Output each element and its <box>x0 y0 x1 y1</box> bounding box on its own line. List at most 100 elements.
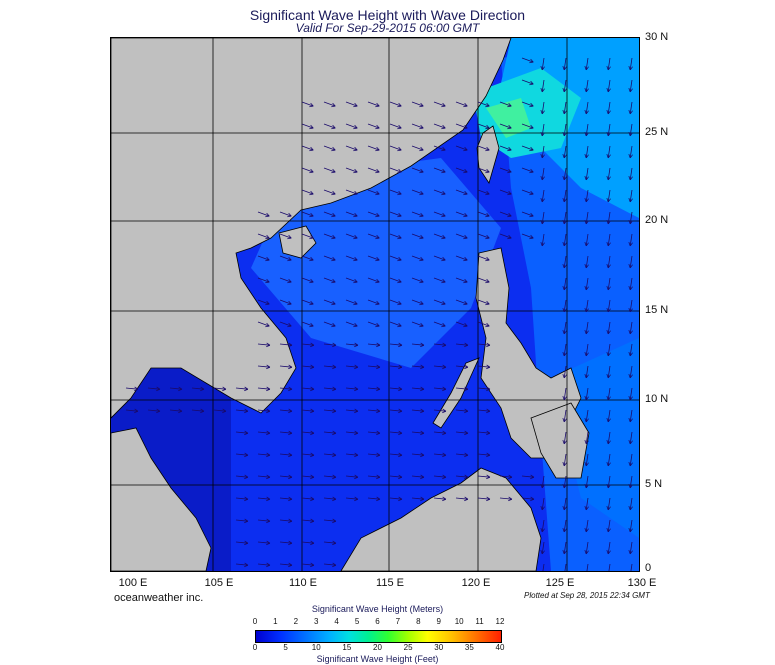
wave-arrow <box>389 101 402 107</box>
wave-arrow <box>411 299 424 305</box>
wave-arrow-head <box>266 322 270 327</box>
wave-arrow <box>607 519 611 532</box>
wave-arrow-head <box>562 175 565 181</box>
wave-arrow <box>235 519 248 522</box>
wave-arrow <box>585 145 589 158</box>
wave-arrow-head <box>310 452 315 456</box>
wave-arrow-head <box>287 325 292 328</box>
wave-arrow-head <box>420 300 424 305</box>
wave-arrow-head <box>485 259 490 262</box>
wave-arrow-head <box>540 131 543 137</box>
wave-arrow <box>563 387 567 400</box>
wave-arrow-head <box>507 171 512 174</box>
wave-arrow-head <box>266 452 271 456</box>
wave-arrow-head <box>266 540 271 544</box>
wave-arrow-head <box>354 408 359 412</box>
wave-arrow <box>477 321 490 327</box>
wave-arrow <box>257 365 270 368</box>
meter-tick-label: 8 <box>416 617 421 626</box>
wave-arrow-head <box>288 342 293 346</box>
wave-arrow <box>585 409 589 422</box>
wave-arrow-head <box>354 432 359 436</box>
wave-arrow <box>411 431 424 434</box>
wave-arrow-head <box>310 564 315 568</box>
wave-arrow <box>585 519 589 532</box>
wave-arrow-head <box>420 496 425 500</box>
wave-arrow-head <box>606 263 609 269</box>
wave-arrow-head <box>584 219 587 225</box>
wave-arrow-head <box>309 259 314 262</box>
wave-arrow-head <box>397 215 402 218</box>
wave-arrow-head <box>629 440 633 445</box>
wave-arrow <box>477 123 490 129</box>
wave-arrow <box>455 299 468 305</box>
wave-arrow-head <box>156 386 161 390</box>
wave-arrow-head <box>398 300 402 305</box>
wave-arrow-head <box>541 550 545 555</box>
wave-arrow-head <box>398 322 402 327</box>
wave-arrow-head <box>266 388 271 392</box>
wave-arrow-head <box>628 329 631 335</box>
wave-arrow <box>345 145 358 151</box>
wave-arrow <box>607 277 611 290</box>
wave-arrow-head <box>530 124 534 129</box>
wave-arrow <box>411 189 424 195</box>
wave-arrow <box>389 343 402 346</box>
wave-arrow <box>629 409 633 422</box>
wave-arrow-head <box>222 386 227 390</box>
wave-arrow-head <box>508 124 512 129</box>
wave-arrow-head <box>376 364 381 368</box>
wave-arrow-head <box>541 66 545 71</box>
wave-arrow-head <box>310 496 315 500</box>
wave-arrow-head <box>310 430 315 434</box>
wave-arrow-head <box>562 131 565 137</box>
wave-arrow-head <box>629 220 633 225</box>
wave-arrow-head <box>563 440 567 445</box>
wave-arrow-head <box>606 417 609 423</box>
wave-arrow-head <box>353 193 358 196</box>
wave-arrow-head <box>178 408 183 412</box>
wave-arrow-head <box>628 373 631 379</box>
wave-arrow-head <box>310 474 315 478</box>
wave-arrow <box>433 431 446 434</box>
wave-arrow-head <box>464 388 469 392</box>
wave-arrow-head <box>310 410 315 414</box>
high-wave-spot <box>486 98 531 138</box>
wave-arrow-head <box>629 66 633 71</box>
wave-arrow-head <box>562 241 565 247</box>
wave-arrow-head <box>507 193 512 196</box>
wave-arrow-head <box>530 168 534 173</box>
wave-arrow-head <box>376 322 380 327</box>
wave-arrow <box>411 167 424 173</box>
wave-arrow-head <box>376 234 380 239</box>
wave-arrow-head <box>507 237 512 240</box>
wave-arrow-head <box>530 80 534 85</box>
wave-arrow-head <box>442 474 447 478</box>
wave-arrow-head <box>486 256 490 261</box>
wave-arrow-head <box>310 342 315 346</box>
wave-arrow-head <box>420 278 424 283</box>
wave-arrow-head <box>606 483 609 489</box>
wave-arrow-head <box>420 474 425 478</box>
wave-arrow-head <box>442 102 446 107</box>
wave-arrow-head <box>331 325 336 328</box>
wave-arrow-head <box>266 386 271 390</box>
wave-arrow <box>455 189 468 195</box>
wave-arrow-head <box>562 549 565 555</box>
wave-arrow <box>477 277 490 283</box>
wave-arrow-head <box>376 496 381 500</box>
wave-arrow <box>147 409 160 412</box>
wave-arrow <box>433 211 446 217</box>
wave-arrow-head <box>310 212 314 217</box>
wave-arrow-head <box>628 197 631 203</box>
wave-arrow <box>563 101 567 114</box>
wave-arrow-head <box>529 171 534 174</box>
wave-arrow <box>301 233 314 239</box>
wave-arrow <box>607 211 611 224</box>
wave-arrow <box>301 409 314 412</box>
plotted-time: Plotted at Sep 28, 2015 22:34 GMT <box>524 591 650 600</box>
wave-arrow-head <box>288 520 293 524</box>
wave-arrow-head <box>629 286 633 291</box>
wave-arrow-head <box>584 549 587 555</box>
meter-tick-label: 10 <box>454 617 464 626</box>
